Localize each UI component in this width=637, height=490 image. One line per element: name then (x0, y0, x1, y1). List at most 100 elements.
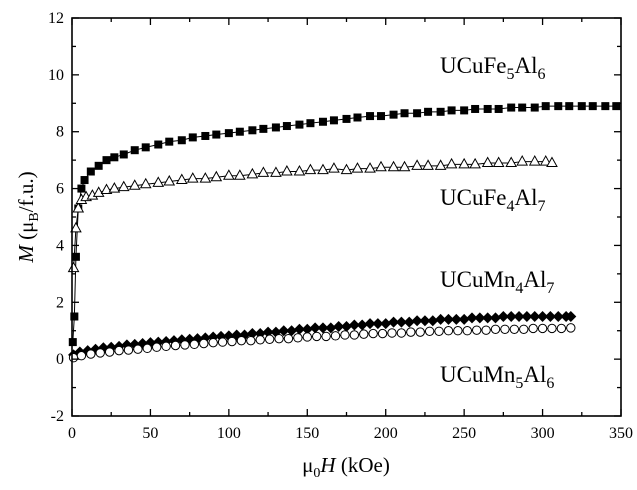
series-label: UCuMn5Al6 (440, 362, 554, 392)
data-point (201, 131, 210, 140)
data-point (80, 176, 89, 185)
data-point (380, 318, 392, 330)
data-point (210, 170, 223, 182)
data-point (462, 326, 472, 336)
data-point (282, 122, 291, 131)
data-point (541, 102, 550, 111)
data-point (186, 172, 199, 183)
data-point (295, 120, 304, 129)
data-point (348, 319, 360, 331)
x-tick-label: 50 (142, 425, 158, 442)
data-point (458, 313, 470, 325)
data-point (77, 184, 86, 193)
data-point (67, 261, 80, 273)
data-point (70, 312, 79, 321)
y-tick-label: 10 (48, 67, 64, 84)
data-point (142, 343, 152, 354)
data-point (139, 177, 152, 189)
data-point (163, 174, 176, 186)
x-tick-label: 250 (452, 425, 476, 442)
data-point (177, 136, 186, 145)
data-point (519, 324, 529, 334)
data-point (400, 109, 409, 118)
y-tick-label: 12 (48, 10, 64, 27)
data-point (552, 311, 564, 322)
data-point (565, 311, 577, 322)
data-point (387, 328, 397, 338)
data-point (505, 156, 518, 167)
data-point (257, 166, 270, 177)
series-1 (67, 155, 558, 273)
data-point (450, 313, 462, 325)
data-point (302, 332, 312, 342)
x-tick-label: 0 (68, 425, 76, 442)
data-point (443, 326, 454, 336)
data-point (278, 325, 290, 337)
data-point (372, 318, 384, 330)
data-point (469, 157, 481, 169)
data-point (72, 201, 85, 213)
data-point (255, 335, 265, 345)
data-point (264, 334, 275, 344)
data-point (86, 349, 96, 359)
data-point (377, 328, 388, 339)
data-point (152, 342, 162, 352)
data-point (436, 107, 445, 116)
data-point (411, 315, 423, 327)
data-point (396, 328, 407, 338)
data-point (483, 104, 492, 113)
data-point (304, 163, 317, 175)
data-point (388, 316, 400, 328)
data-point (377, 112, 386, 121)
data-point (424, 326, 435, 336)
data-point (466, 312, 478, 324)
data-point (325, 322, 337, 334)
data-point (328, 162, 340, 173)
data-point (248, 126, 257, 135)
data-point (507, 103, 516, 112)
data-point (154, 140, 163, 149)
data-point (366, 112, 375, 121)
data-point (601, 102, 610, 111)
series-0 (68, 102, 621, 347)
data-point (102, 156, 111, 165)
data-point (235, 127, 244, 136)
data-point (114, 345, 124, 356)
data-point (165, 137, 174, 146)
data-point (94, 161, 103, 170)
data-point (566, 323, 576, 333)
data-point (349, 330, 360, 340)
series-3 (68, 323, 576, 363)
data-point (333, 320, 345, 332)
data-point (189, 339, 200, 350)
data-point (175, 173, 188, 185)
x-axis-title: μ0H (kOe) (302, 453, 390, 481)
data-point (427, 315, 439, 327)
y-tick-label: 6 (56, 181, 64, 198)
data-point (281, 164, 293, 176)
data-point (521, 311, 533, 322)
data-point (413, 109, 422, 118)
data-point (612, 102, 621, 111)
data-point (368, 328, 378, 339)
data-point (217, 337, 228, 347)
data-point (224, 129, 233, 138)
data-point (76, 351, 87, 361)
data-point (490, 324, 501, 334)
data-point (293, 333, 303, 343)
x-tick-label: 350 (609, 425, 633, 442)
data-point (509, 324, 520, 334)
data-point (422, 159, 434, 170)
data-point (546, 156, 558, 167)
data-point (236, 335, 247, 346)
y-tick-label: 8 (56, 124, 64, 141)
data-point (356, 319, 368, 331)
data-point (544, 311, 556, 322)
data-point (286, 325, 298, 337)
data-point (259, 124, 268, 133)
data-point (306, 119, 315, 128)
data-point (492, 156, 505, 167)
data-point (301, 323, 313, 335)
data-point (208, 337, 218, 348)
data-point (442, 313, 454, 325)
